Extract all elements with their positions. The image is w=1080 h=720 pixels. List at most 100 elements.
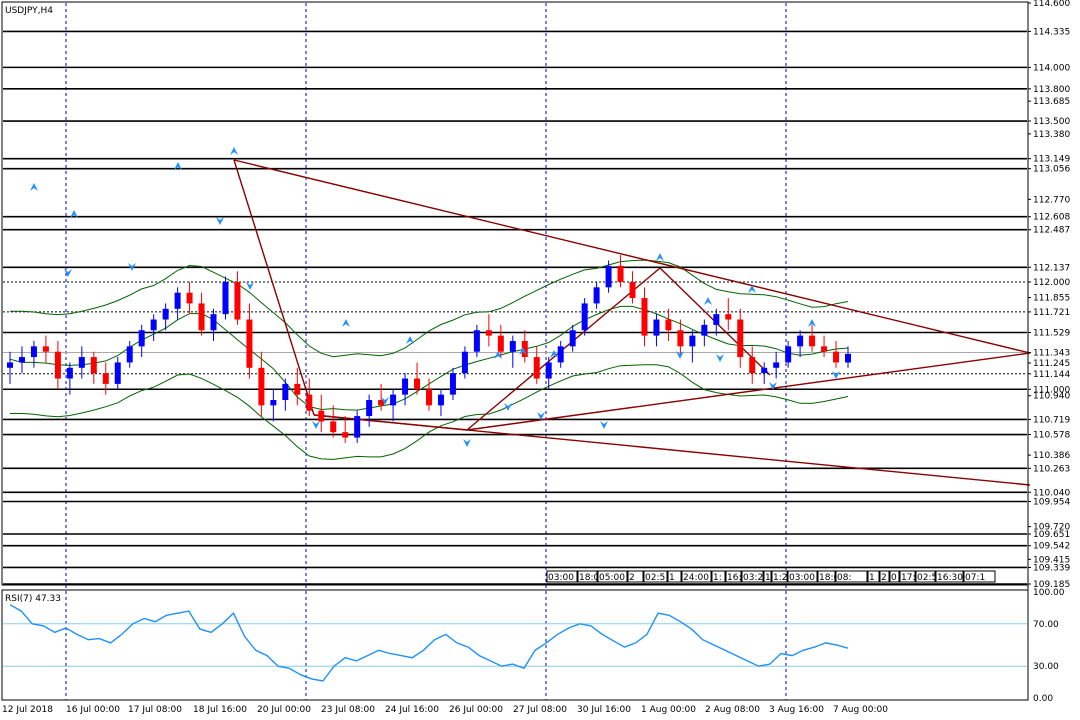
- candle-body: [54, 351, 61, 379]
- price-label: 112.770: [1033, 195, 1070, 205]
- time-box: [643, 570, 668, 583]
- price-label: 109.185: [1033, 580, 1070, 590]
- fractal-down-icon: [716, 354, 724, 362]
- band-upper: [10, 259, 849, 358]
- rsi-scale-label: 100.00: [1033, 588, 1065, 598]
- time-box-label: 17:: [901, 573, 915, 583]
- fractal-up-icon: [406, 336, 414, 344]
- candle-body: [186, 292, 193, 304]
- candle-body: [270, 399, 277, 406]
- price-label: 111.144: [1033, 370, 1070, 380]
- candle-body: [737, 319, 744, 358]
- price-label: 113.685: [1033, 97, 1070, 107]
- fractal-down-icon: [128, 263, 136, 271]
- fractal-up-icon: [704, 297, 712, 305]
- rsi-indicator: [3, 604, 1027, 682]
- candle-body: [785, 346, 792, 363]
- trend-line: [313, 414, 468, 431]
- time-box-label: 2: [629, 573, 635, 583]
- candle-body: [473, 330, 480, 352]
- rsi-scale-label: 30.00: [1033, 662, 1059, 672]
- price-scale: 114.600 114.335 114.000 113.800 113.685 113.5…: [1027, 0, 1070, 704]
- price-label: 111.855: [1033, 294, 1070, 304]
- price-label: 109.720: [1033, 523, 1070, 533]
- candle-body: [773, 362, 780, 368]
- candle-body: [677, 330, 684, 347]
- fractal-down-icon: [504, 403, 512, 411]
- price-label: 110.040: [1033, 488, 1070, 498]
- time-box-label: 05:00: [599, 573, 625, 583]
- price-label: 110.386: [1033, 451, 1070, 461]
- time-box: [835, 570, 868, 583]
- price-label: 113.056: [1033, 165, 1070, 175]
- candle-body: [7, 362, 13, 368]
- time-box-label: 08:: [837, 573, 851, 583]
- candle-body: [306, 394, 313, 411]
- candle-body: [533, 357, 540, 379]
- trend-line: [466, 352, 1031, 431]
- fractal-up-icon: [494, 351, 502, 359]
- time-box: [915, 570, 936, 583]
- fractal-up-icon: [519, 347, 527, 355]
- candle-body: [485, 330, 492, 336]
- time-box: [771, 570, 788, 583]
- time-label: 17 Jul 08:00: [128, 705, 182, 715]
- price-label: 109.415: [1033, 555, 1070, 565]
- time-label: 7 Aug 00:00: [833, 705, 888, 715]
- price-label: 114.600: [1033, 0, 1070, 9]
- time-box-label: 1:2: [773, 573, 787, 583]
- time-box: [817, 570, 836, 583]
- time-scale: 12 Jul 2018 16 Jul 00:00 17 Jul 08:00 18 Ju…: [2, 705, 888, 715]
- candle-body: [90, 357, 97, 374]
- candle-body: [497, 335, 504, 352]
- price-label: 109.542: [1033, 542, 1070, 552]
- time-box-label: 02:50: [917, 573, 943, 583]
- candle-body: [545, 362, 552, 379]
- candle-body: [282, 383, 289, 400]
- time-label-boxes: 03:00 18:0 05:00 2 02:5 1 24:00 1: 16: 03:2 1 1:2 03…: [546, 570, 996, 583]
- band-lower: [10, 364, 849, 460]
- price-label: 112.608: [1033, 213, 1070, 223]
- candle-body: [330, 421, 337, 433]
- candle-body: [749, 357, 756, 374]
- time-label: 26 Jul 00:00: [449, 705, 503, 715]
- candle-body: [641, 298, 648, 336]
- time-box: [935, 570, 964, 583]
- time-label: 30 Jul 16:00: [577, 705, 631, 715]
- time-box: [787, 570, 818, 583]
- candle-body: [246, 319, 253, 368]
- time-box: [899, 570, 916, 583]
- fractal-down-icon: [676, 351, 684, 359]
- time-box-label: 1: [765, 573, 771, 583]
- candle-body: [665, 319, 672, 331]
- candle-body: [617, 265, 624, 282]
- horizontal-levels: [3, 30, 1027, 585]
- candle-body: [234, 281, 241, 320]
- candle-body: [222, 281, 229, 315]
- fractal-up-icon: [550, 350, 558, 358]
- candle-body: [78, 357, 85, 368]
- candle-body: [102, 373, 109, 384]
- candle-body: [653, 319, 660, 336]
- time-label: 27 Jul 08:00: [513, 705, 567, 715]
- candle-body: [426, 389, 432, 406]
- fractal-down-icon: [769, 382, 777, 390]
- fractal-down-icon: [463, 439, 471, 447]
- price-label: 109.339: [1033, 563, 1070, 573]
- time-box-label: 2: [881, 573, 887, 583]
- candle-body: [378, 399, 385, 406]
- price-label: 113.149: [1033, 155, 1070, 165]
- candle-body: [509, 340, 516, 352]
- price-label: 112.487: [1033, 226, 1070, 236]
- time-box: [741, 570, 764, 583]
- price-label: 114.335: [1033, 27, 1070, 37]
- candle-body: [569, 330, 576, 347]
- time-box-label: 02:5: [645, 573, 665, 583]
- candle-body: [713, 314, 720, 325]
- price-label: 110.940: [1033, 392, 1070, 402]
- price-label: 109.954: [1033, 497, 1070, 507]
- rsi-line: [9, 604, 849, 682]
- time-label: 24 Jul 16:00: [385, 705, 439, 715]
- candlestick-series: [7, 255, 851, 443]
